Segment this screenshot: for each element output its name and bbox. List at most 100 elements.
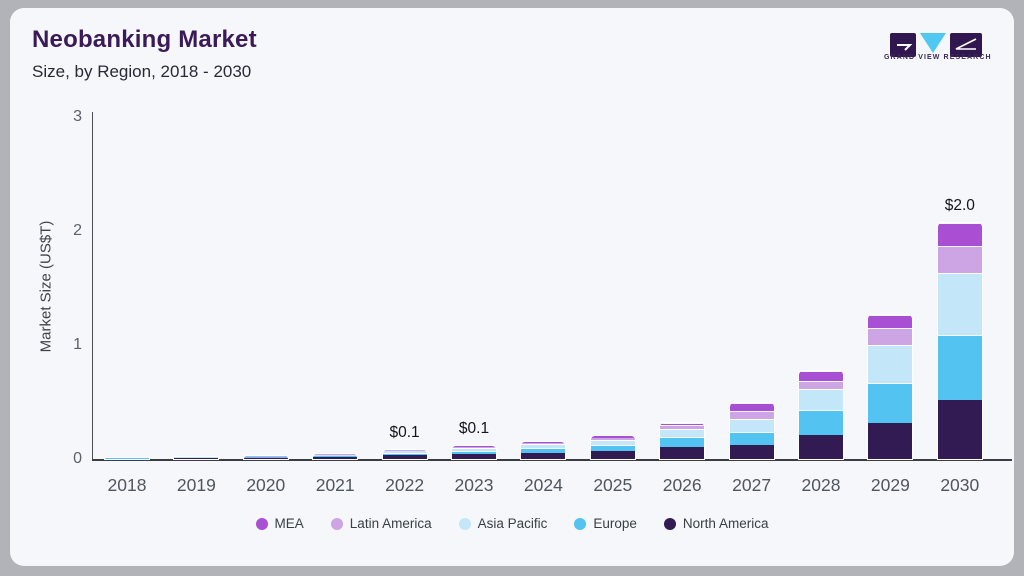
bar-segment-europe	[799, 409, 843, 436]
bar-segment-latin-america	[729, 411, 774, 419]
legend-label: Asia Pacific	[477, 516, 548, 531]
bar-segment-mea	[521, 441, 566, 443]
bar-segment-asia-pacific	[382, 451, 427, 453]
value-label-2022: $0.1	[389, 423, 420, 441]
bar-segment-asia-pacific	[521, 444, 566, 448]
x-tick-label-2028: 2028	[801, 475, 841, 495]
bar-segment-latin-america	[937, 245, 982, 274]
bar-2018	[105, 457, 149, 459]
bar-segment-europe	[729, 431, 774, 445]
bar-segment-mea	[590, 436, 635, 438]
bar-segment-latin-america	[660, 425, 705, 429]
bar-segment-asia-pacific	[937, 273, 982, 335]
bar-2023	[452, 446, 496, 459]
bar-segment-north-america	[729, 444, 774, 459]
x-tick-label-2025: 2025	[593, 475, 633, 495]
y-axis-line	[92, 112, 93, 460]
legend-item-europe: Europe	[574, 516, 637, 531]
value-label-2030: $2.0	[944, 197, 975, 215]
bar-segment-asia-pacific	[313, 454, 358, 456]
bar-segment-north-america	[521, 452, 566, 459]
legend-dot-mea	[255, 517, 268, 530]
legend-item-mea: MEA	[255, 516, 304, 531]
bar-2025	[590, 436, 635, 459]
x-tick-label-2022: 2022	[385, 475, 425, 495]
bar-segment-north-america	[174, 458, 219, 459]
bar-2022	[382, 449, 427, 459]
bar-segment-europe	[382, 452, 427, 456]
legend-dot-latin-america	[330, 517, 343, 530]
bar-2019	[174, 457, 219, 459]
bar-segment-asia-pacific	[729, 418, 774, 432]
legend-item-latin-america: Latin America	[330, 516, 432, 531]
bar-segment-europe	[521, 447, 566, 453]
legend-label: MEA	[274, 516, 304, 531]
bar-2027	[729, 403, 774, 459]
chart-legend: MEA Latin America Asia Pacific Europe North …	[10, 516, 1014, 531]
x-tick-label-2020: 2020	[246, 475, 286, 495]
legend-item-north-america: North America	[663, 516, 769, 531]
bar-segment-mea	[729, 403, 774, 412]
bar-segment-north-america	[313, 457, 358, 459]
bar-2030	[937, 223, 982, 459]
page-subtitle: Size, by Region, 2018 - 2030	[32, 62, 252, 81]
bar-segment-north-america	[799, 435, 843, 459]
bar-segment-mea	[660, 422, 705, 426]
legend-label: Europe	[593, 516, 637, 531]
x-axis-line	[92, 459, 1012, 461]
bar-segment-europe	[174, 457, 219, 459]
y-tick-label-0: 0	[73, 450, 82, 467]
bar-segment-latin-america	[521, 442, 566, 445]
bar-segment-europe	[660, 437, 705, 448]
x-tick-label-2029: 2029	[870, 475, 910, 495]
y-tick-label-1: 1	[73, 336, 82, 353]
x-tick-label-2023: 2023	[454, 475, 494, 495]
bar-segment-mea	[382, 449, 427, 451]
logo-wordmark: GRAND VIEW RESEARCH	[884, 54, 992, 61]
bar-2029	[868, 315, 913, 459]
bar-segment-latin-america	[868, 327, 913, 346]
bar-2020	[243, 456, 288, 459]
bar-segment-europe	[452, 450, 496, 455]
x-tick-label-2024: 2024	[523, 475, 563, 495]
bar-segment-north-america	[590, 451, 635, 459]
bar-segment-latin-america	[452, 447, 496, 449]
bar-2026	[660, 422, 705, 459]
bar-segment-europe	[313, 455, 358, 458]
legend-label: North America	[682, 516, 769, 531]
x-tick-label-2021: 2021	[315, 475, 355, 495]
y-tick-label-3: 3	[73, 108, 82, 125]
bar-segment-asia-pacific	[799, 389, 843, 410]
bar-segment-mea	[799, 371, 843, 381]
bar-2028	[799, 371, 843, 459]
bar-2024	[521, 441, 566, 459]
bar-segment-asia-pacific	[660, 428, 705, 438]
x-tick-label-2018: 2018	[107, 475, 147, 495]
chart-card: Neobanking Market Size, by Region, 2018 …	[10, 8, 1014, 566]
legend-dot-asia-pacific	[458, 517, 471, 530]
bar-2021	[313, 454, 358, 459]
page-title: Neobanking Market	[32, 26, 257, 53]
bar-segment-north-america	[243, 457, 288, 459]
bar-segment-europe	[590, 444, 635, 452]
bar-segment-latin-america	[382, 450, 427, 452]
bar-segment-mea	[937, 223, 982, 246]
bar-segment-mea	[452, 446, 496, 448]
legend-dot-europe	[574, 517, 587, 530]
bar-segment-europe	[243, 457, 288, 458]
bar-segment-north-america	[382, 455, 427, 459]
bar-segment-europe	[868, 382, 913, 423]
bar-segment-latin-america	[590, 437, 635, 440]
bar-segment-north-america	[660, 447, 705, 459]
legend-item-asia-pacific: Asia Pacific	[458, 516, 548, 531]
grand-view-research-logo	[890, 33, 982, 57]
bar-segment-asia-pacific	[452, 448, 496, 451]
bar-segment-mea	[868, 315, 913, 328]
legend-dot-north-america	[663, 517, 676, 530]
legend-label: Latin America	[349, 516, 432, 531]
bar-segment-asia-pacific	[243, 456, 288, 458]
bar-segment-north-america	[452, 454, 496, 459]
bar-segment-latin-america	[799, 380, 843, 390]
bar-segment-asia-pacific	[590, 439, 635, 445]
